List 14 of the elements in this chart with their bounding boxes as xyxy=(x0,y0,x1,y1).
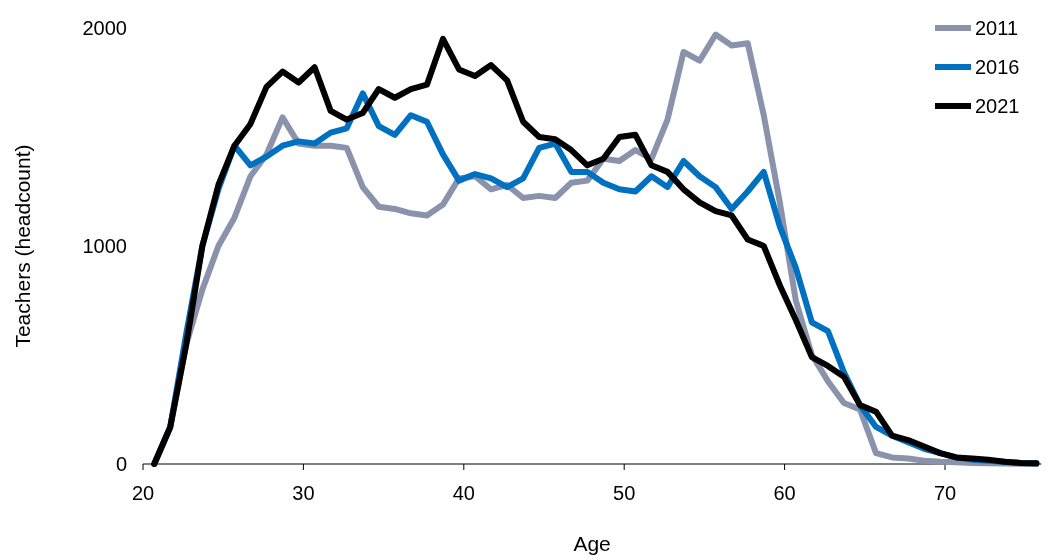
legend-label: 2016 xyxy=(975,56,1020,78)
y-axis-title: Teachers (headcount) xyxy=(11,144,34,348)
legend-label: 2021 xyxy=(975,95,1020,117)
x-axis-title: Age xyxy=(573,532,611,555)
x-tick-label: 40 xyxy=(452,482,475,504)
legend-label: 2011 xyxy=(975,17,1019,39)
x-tick-label: 60 xyxy=(773,482,796,504)
y-tick-label: 2000 xyxy=(82,17,127,39)
y-tick-label: 0 xyxy=(115,453,127,475)
x-tick-label: 70 xyxy=(933,482,957,504)
x-tick-label: 20 xyxy=(131,482,155,504)
x-tick-label: 30 xyxy=(292,482,315,504)
y-tick-label: 1000 xyxy=(82,235,127,257)
x-tick-label: 50 xyxy=(613,482,636,504)
